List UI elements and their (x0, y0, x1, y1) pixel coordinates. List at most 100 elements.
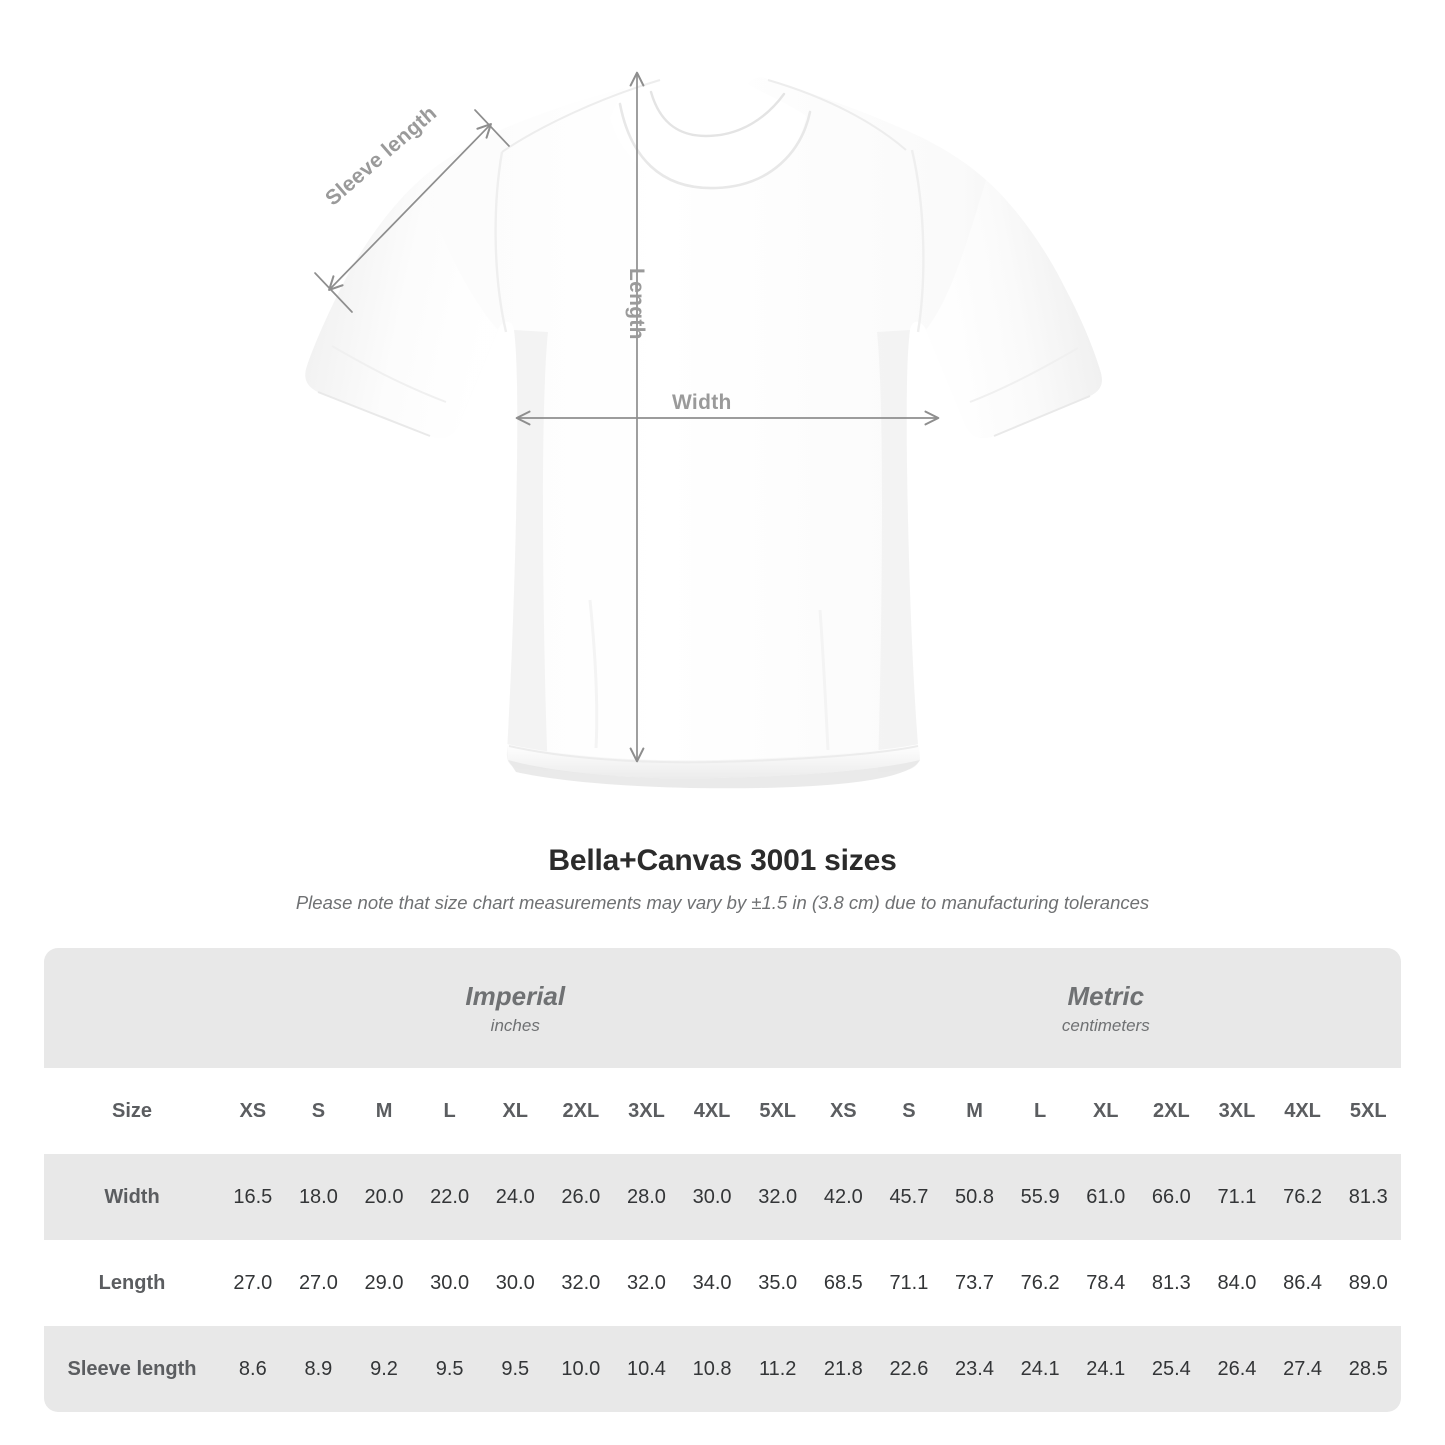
size-header-cell: S (876, 1068, 942, 1154)
table-cell: 28.5 (1335, 1326, 1402, 1412)
dimension-arrows (314, 71, 940, 763)
size-header-cell: 4XL (679, 1068, 745, 1154)
table-cell: 20.0 (351, 1154, 417, 1240)
size-header-cell: S (285, 1068, 352, 1154)
size-table: Imperial inches Metric centimeters Size … (44, 948, 1402, 1412)
table-cell: 8.6 (220, 1326, 286, 1412)
row-label: Length (44, 1240, 220, 1326)
table-cell: 81.3 (1335, 1154, 1402, 1240)
table-cell: 78.4 (1072, 1240, 1139, 1326)
tolerance-note: Please note that size chart measurements… (295, 892, 1150, 913)
table-row: Sleeve length 8.6 8.9 9.2 9.5 9.5 10.0 10.4 10.… (44, 1326, 1402, 1412)
table-cell: 61.0 (1072, 1154, 1139, 1240)
table-cell: 71.1 (876, 1240, 942, 1326)
table-cell: 24.0 (482, 1154, 549, 1240)
size-header-cell: XS (810, 1068, 877, 1154)
table-row: Width 16.5 18.0 20.0 22.0 24.0 26.0 28.0 30.0 32… (44, 1154, 1402, 1240)
unit-group-imperial: Imperial inches (220, 948, 811, 1068)
table-cell: 30.0 (679, 1154, 745, 1240)
table-cell: 9.2 (351, 1326, 417, 1412)
unit-header-row: Imperial inches Metric centimeters (44, 948, 1402, 1068)
tshirt-diagram: Sleeve length Length Width (305, 71, 1102, 789)
size-header-cell: 3XL (613, 1068, 680, 1154)
table-cell: 34.0 (679, 1240, 745, 1326)
table-cell: 30.0 (482, 1240, 549, 1326)
table-cell: 23.4 (941, 1326, 1008, 1412)
heading-block: Bella+Canvas 3001 sizes Please note that… (0, 844, 1445, 914)
page-title: Bella+Canvas 3001 sizes (548, 844, 897, 877)
unit-header-spacer (44, 948, 220, 1068)
table-cell: 66.0 (1138, 1154, 1205, 1240)
table-cell: 71.1 (1204, 1154, 1270, 1240)
table-cell: 35.0 (744, 1240, 811, 1326)
size-table-wrapper: Imperial inches Metric centimeters Size … (44, 948, 1402, 1412)
table-cell: 89.0 (1335, 1240, 1402, 1326)
table-cell: 27.4 (1269, 1326, 1336, 1412)
table-cell: 18.0 (285, 1154, 352, 1240)
table-cell: 10.4 (613, 1326, 680, 1412)
table-cell: 16.5 (220, 1154, 286, 1240)
size-header-cell: 5XL (1335, 1068, 1402, 1154)
table-cell: 84.0 (1204, 1240, 1270, 1326)
table-cell: 25.4 (1138, 1326, 1205, 1412)
size-header-cell: XS (220, 1068, 286, 1154)
table-cell: 21.8 (810, 1326, 877, 1412)
table-cell: 45.7 (876, 1154, 942, 1240)
table-cell: 76.2 (1269, 1154, 1336, 1240)
size-header-cell: M (351, 1068, 417, 1154)
size-header-cell: 2XL (1138, 1068, 1205, 1154)
table-cell: 76.2 (1007, 1240, 1073, 1326)
unit-group-metric-name: Metric (1067, 980, 1145, 1011)
table-cell: 32.0 (613, 1240, 680, 1326)
length-label: Length (625, 268, 648, 340)
table-cell: 22.6 (876, 1326, 942, 1412)
row-label: Width (44, 1154, 220, 1240)
table-cell: 26.4 (1204, 1326, 1270, 1412)
size-header-row: Size XS S M L XL 2XL 3XL 4XL 5XL XS S M L XL 2XL 3XL 4XL… (44, 1068, 1402, 1154)
size-header-cell: 3XL (1204, 1068, 1270, 1154)
unit-group-imperial-sub: inches (490, 1016, 540, 1036)
size-header-cell: L (416, 1068, 483, 1154)
table-cell: 29.0 (351, 1240, 417, 1326)
tshirt-silhouette (305, 77, 1102, 789)
table-cell: 68.5 (810, 1240, 877, 1326)
table-cell: 27.0 (220, 1240, 286, 1326)
size-header-cell: XL (482, 1068, 549, 1154)
table-cell: 9.5 (482, 1326, 549, 1412)
table-cell: 32.0 (744, 1154, 811, 1240)
unit-group-metric-sub: centimeters (1061, 1016, 1150, 1036)
table-cell: 24.1 (1072, 1326, 1139, 1412)
size-header-cell: 5XL (744, 1068, 811, 1154)
table-cell: 28.0 (613, 1154, 680, 1240)
size-header-cell: 4XL (1269, 1068, 1336, 1154)
size-header-cell: M (941, 1068, 1008, 1154)
table-cell: 11.2 (744, 1326, 811, 1412)
tshirt-illustration (305, 71, 1102, 789)
table-cell: 26.0 (548, 1154, 614, 1240)
table-cell: 55.9 (1007, 1154, 1073, 1240)
table-cell: 81.3 (1138, 1240, 1205, 1326)
size-header-cell: XL (1072, 1068, 1139, 1154)
table-cell: 10.0 (548, 1326, 614, 1412)
unit-group-metric: Metric centimeters (810, 948, 1402, 1068)
table-cell: 30.0 (416, 1240, 483, 1326)
table-cell: 24.1 (1007, 1326, 1073, 1412)
table-cell: 32.0 (548, 1240, 614, 1326)
table-cell: 9.5 (416, 1326, 483, 1412)
table-cell: 73.7 (941, 1240, 1008, 1326)
table-cell: 27.0 (285, 1240, 352, 1326)
table-cell: 42.0 (810, 1154, 877, 1240)
unit-group-imperial-name: Imperial (465, 980, 566, 1011)
table-cell: 86.4 (1269, 1240, 1336, 1326)
sleeve-length-arrow (314, 109, 510, 313)
table-cell: 22.0 (416, 1154, 483, 1240)
size-header-cell: 2XL (548, 1068, 614, 1154)
table-row: Length 27.0 27.0 29.0 30.0 30.0 32.0 32.0 34.0 3… (44, 1240, 1402, 1326)
table-cell: 10.8 (679, 1326, 745, 1412)
width-label: Width (672, 391, 732, 414)
row-label: Sleeve length (44, 1326, 220, 1412)
size-row-label: Size (44, 1068, 220, 1154)
size-header-cell: L (1007, 1068, 1073, 1154)
table-cell: 50.8 (941, 1154, 1008, 1240)
